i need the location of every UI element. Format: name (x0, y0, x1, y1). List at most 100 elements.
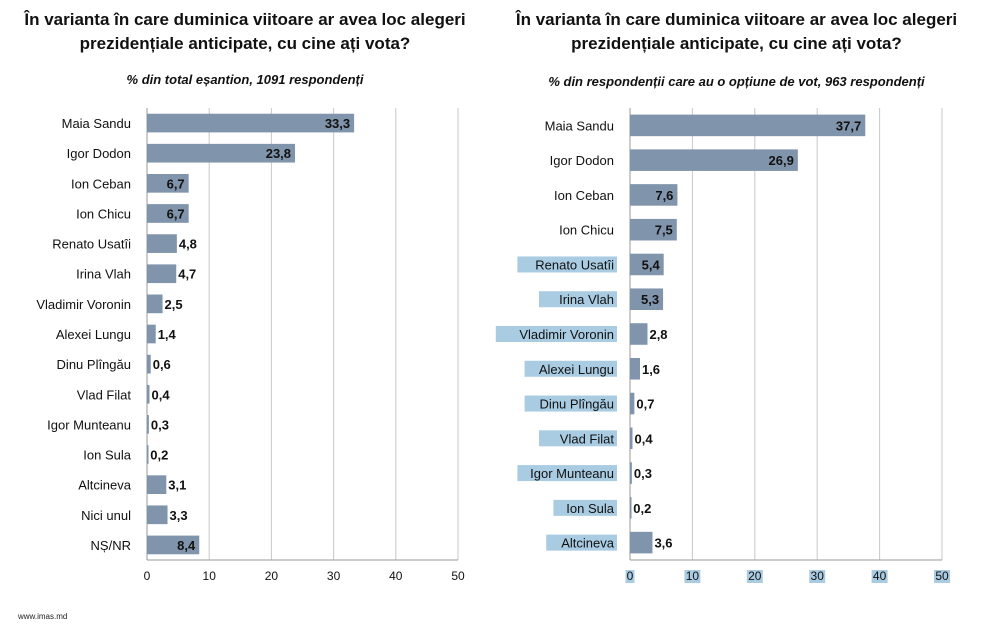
bar (630, 497, 632, 519)
bar (630, 357, 640, 380)
value-label: 8,4 (177, 538, 196, 553)
value-label: 23,8 (266, 146, 291, 161)
bar (147, 445, 149, 464)
bar (630, 462, 632, 484)
bar (630, 288, 664, 311)
category-label: Vlad Filat (560, 431, 615, 446)
category-label: Dinu Plîngău (540, 397, 614, 412)
bar (147, 173, 189, 193)
category-label: Irina Vlah (559, 292, 614, 307)
bar (147, 324, 156, 344)
chart-right-title: În varianta în care duminica viitoare ar… (490, 8, 983, 56)
value-label: 26,9 (769, 153, 794, 168)
value-label: 0,2 (633, 501, 651, 516)
value-label: 1,4 (158, 327, 177, 342)
category-label: Igor Dodon (550, 153, 614, 168)
value-label: 37,7 (836, 118, 861, 133)
category-label: Ion Sula (83, 448, 131, 463)
chart-right-plot: 0 10 20 30 40 50 Maia Sandu 37,7 Igor Dodon 26,9 I… (495, 108, 950, 583)
bar (630, 392, 635, 415)
value-label: 7,6 (655, 188, 673, 203)
bar (630, 323, 648, 345)
category-label: Ion Chicu (76, 206, 131, 221)
category-label-highlight (524, 395, 617, 412)
x-tick-label: 30 (327, 569, 341, 583)
category-label: Vladimir Voronin (36, 297, 131, 312)
value-label: 0,4 (151, 387, 170, 402)
category-label: Ion Ceban (554, 188, 614, 203)
category-label: NȘ/NR (91, 538, 131, 553)
category-label: Irina Vlah (76, 267, 131, 282)
chart-left-title: În varianta în care duminica viitoare ar… (0, 8, 490, 56)
bar (630, 427, 633, 450)
category-label: Ion Chicu (559, 223, 614, 238)
chart-left-title-line-1: În varianta în care duminica viitoare ar… (24, 10, 466, 29)
bar (630, 253, 664, 276)
bar (147, 143, 296, 163)
x-tick-label: 40 (389, 569, 403, 583)
x-tick-label: 10 (686, 569, 700, 583)
bar (147, 415, 149, 434)
x-tick-label: 0 (627, 569, 634, 583)
category-label: Maia Sandu (62, 116, 131, 131)
x-tick-label-highlight (871, 570, 888, 583)
category-label: Renato Usatîi (535, 257, 614, 272)
category-label: Igor Dodon (67, 146, 131, 161)
value-label: 6,7 (167, 176, 185, 191)
value-label: 5,4 (642, 257, 661, 272)
category-label: Vlad Filat (77, 387, 132, 402)
category-label: Dinu Plîngău (57, 357, 131, 372)
value-label: 0,4 (634, 431, 653, 446)
x-tick-label: 50 (935, 569, 949, 583)
bar (147, 294, 163, 314)
category-label-highlight (517, 465, 617, 482)
value-label: 0,2 (150, 448, 168, 463)
bar (147, 113, 355, 133)
bar (147, 204, 189, 223)
value-label: 2,8 (649, 327, 667, 342)
category-label-highlight (495, 326, 617, 342)
value-label: 4,8 (179, 237, 197, 252)
value-label: 7,5 (655, 223, 673, 238)
value-label: 0,3 (151, 417, 169, 432)
value-label: 0,3 (634, 466, 652, 481)
bar (147, 234, 177, 253)
x-tick-label-highlight (934, 570, 950, 583)
value-label: 33,3 (325, 116, 350, 131)
category-label: Alexei Lungu (539, 362, 614, 377)
bar (630, 218, 677, 241)
source-footer: www.imas.md (18, 612, 68, 621)
category-label-highlight (553, 499, 617, 516)
value-label: 3,1 (168, 478, 186, 493)
category-label: Vladimir Voronin (519, 327, 614, 342)
x-tick-label-highlight (625, 570, 635, 583)
value-label: 3,6 (654, 536, 672, 551)
value-label: 2,5 (165, 297, 183, 312)
x-tick-label-highlight (684, 570, 701, 583)
bar (630, 531, 653, 554)
category-label-highlight (517, 256, 617, 273)
chart-left-title-line-2: prezidențiale anticipate, cu cine ați vo… (79, 34, 411, 53)
value-label: 1,6 (642, 362, 660, 377)
value-label: 0,6 (153, 357, 171, 372)
bar (630, 149, 798, 171)
category-label: Altcineva (78, 478, 132, 493)
x-tick-label-highlight (809, 570, 826, 583)
value-label: 6,7 (167, 206, 185, 221)
category-label: Nici unul (81, 508, 131, 523)
category-label: Altcineva (561, 536, 615, 551)
chart-right-title-line-2: prezidențiale anticipate, cu cine ați vo… (571, 34, 902, 53)
x-tick-label: 40 (873, 569, 887, 583)
category-label: Igor Munteanu (530, 466, 614, 481)
x-tick-label: 50 (451, 569, 465, 583)
chart-left-plot: 0 10 20 30 40 50 Maia Sandu 33,3 Igor Dodon 23,8 I… (36, 108, 465, 583)
chart-right: În varianta în care duminica viitoare ar… (490, 0, 983, 600)
category-label-highlight (539, 291, 617, 308)
value-label: 3,3 (170, 508, 188, 523)
x-tick-label: 30 (811, 569, 825, 583)
category-label: Ion Sula (566, 501, 614, 516)
x-tick-label: 20 (748, 569, 762, 583)
category-label-highlight (546, 534, 617, 551)
category-label: Renato Usatîi (52, 237, 131, 252)
category-label: Ion Ceban (71, 176, 131, 191)
